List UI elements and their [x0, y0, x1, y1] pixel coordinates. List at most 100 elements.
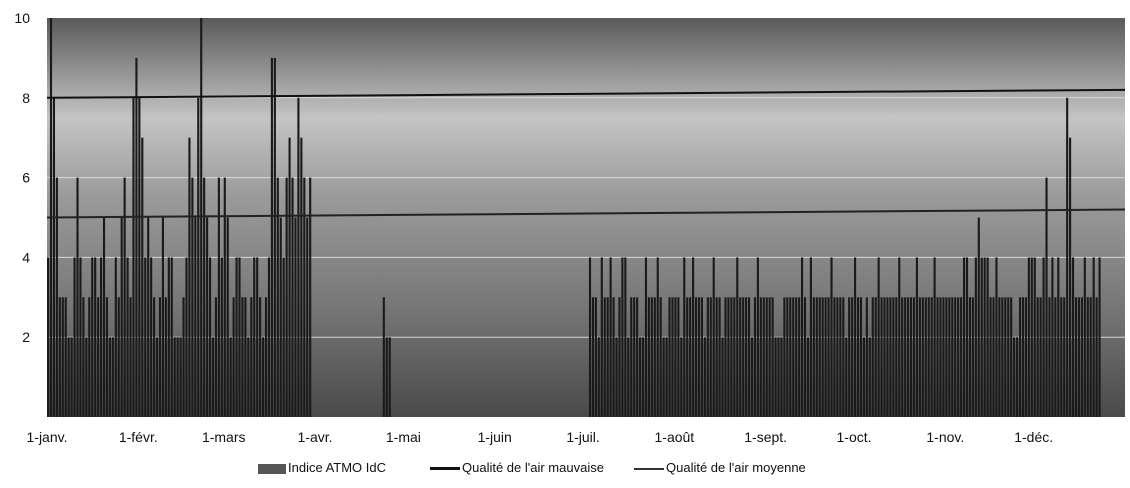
bar	[647, 297, 650, 417]
bar	[936, 297, 939, 417]
bar	[889, 297, 892, 417]
bar	[135, 57, 138, 418]
bar	[689, 297, 692, 417]
bar	[138, 97, 141, 418]
bar	[948, 297, 951, 417]
bar	[126, 257, 129, 417]
bar	[621, 257, 624, 417]
bar	[306, 217, 309, 417]
bar	[117, 297, 120, 417]
bar	[715, 297, 718, 417]
legend-bars: Indice ATMO IdC	[258, 458, 386, 478]
bar	[594, 297, 597, 417]
bar	[957, 297, 960, 417]
legend-swatch-bars	[258, 463, 286, 474]
bar	[859, 297, 863, 417]
bar	[241, 297, 244, 417]
bar	[809, 257, 812, 417]
bar	[185, 257, 188, 417]
y-tick-label: 10	[14, 10, 30, 26]
bar	[856, 297, 860, 417]
bar	[300, 137, 303, 417]
bar	[61, 297, 64, 417]
bar	[91, 257, 94, 417]
bar	[862, 337, 865, 417]
legend-bad: Qualité de l'air mauvaise	[430, 458, 604, 478]
bar	[998, 297, 1001, 417]
bar	[262, 337, 265, 417]
bar	[659, 297, 662, 417]
bar	[836, 297, 839, 417]
bar	[179, 337, 182, 417]
bar	[1086, 297, 1089, 417]
bar	[662, 337, 665, 417]
bar	[694, 297, 698, 417]
bar	[641, 337, 645, 417]
bar	[58, 297, 61, 417]
bar	[282, 257, 285, 417]
bar	[806, 337, 810, 417]
bar	[995, 257, 998, 417]
bar	[942, 297, 945, 417]
bar	[668, 297, 671, 417]
x-tick-label: 1-juil.	[566, 429, 599, 445]
bar	[603, 297, 606, 417]
legend-label-bars: Indice ATMO IdC	[288, 460, 387, 475]
bar	[132, 97, 135, 418]
bar	[683, 257, 686, 417]
bar	[700, 297, 703, 417]
bar	[671, 297, 674, 417]
bar	[259, 297, 262, 417]
bar	[1071, 257, 1075, 417]
bar	[1036, 297, 1039, 417]
bar	[733, 297, 736, 417]
bar	[742, 297, 745, 417]
bar	[803, 297, 807, 417]
bar	[264, 297, 268, 417]
bar	[812, 297, 815, 417]
bar	[842, 297, 845, 417]
bar	[105, 297, 109, 417]
bar	[206, 217, 209, 417]
bar	[753, 297, 757, 417]
bar	[182, 297, 185, 417]
bar	[1033, 257, 1036, 417]
bar	[821, 297, 824, 417]
bar	[94, 257, 97, 417]
bar	[980, 257, 983, 417]
bar	[108, 337, 111, 417]
bar	[1007, 297, 1010, 417]
bars-group	[47, 18, 1101, 418]
bar	[868, 337, 871, 417]
bar	[865, 297, 868, 417]
legend-swatch-bad	[430, 467, 460, 471]
bar	[833, 297, 836, 417]
bar	[273, 57, 276, 418]
bar	[924, 297, 927, 417]
bar	[600, 257, 603, 417]
bar	[1063, 297, 1066, 417]
bar	[768, 297, 771, 417]
bar	[798, 297, 801, 417]
bar	[795, 297, 798, 417]
bar	[927, 297, 930, 417]
bar	[288, 137, 291, 417]
bar	[665, 337, 668, 417]
bar	[786, 297, 789, 417]
bar	[963, 257, 966, 417]
bar	[818, 297, 821, 417]
bar	[382, 297, 385, 417]
bar	[615, 337, 618, 417]
y-axis-ticks: 2 4 6 8 10	[14, 10, 30, 345]
bar	[901, 297, 904, 417]
bar	[877, 257, 880, 417]
x-tick-label: 1-août	[655, 429, 695, 445]
bar	[285, 177, 288, 417]
bar	[1089, 297, 1092, 417]
bar	[706, 297, 709, 417]
bar	[1092, 257, 1095, 417]
bar	[762, 297, 765, 417]
bar	[188, 137, 191, 417]
bar	[986, 257, 989, 417]
bar	[992, 297, 995, 417]
